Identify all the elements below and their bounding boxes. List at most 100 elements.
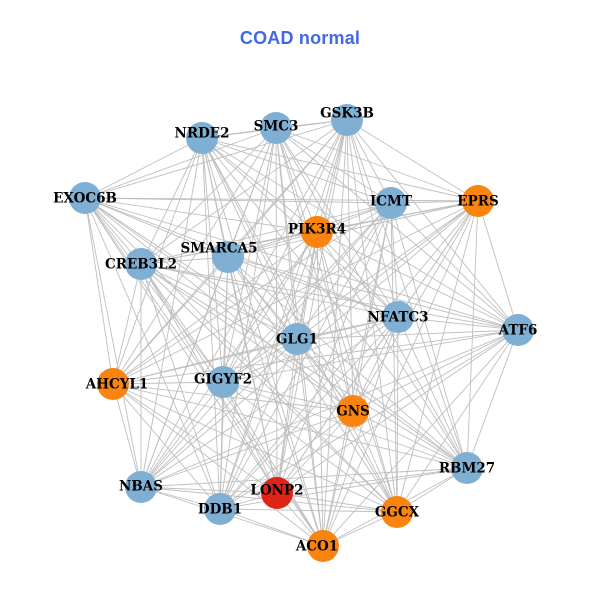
edge-ATF6-GGCX bbox=[396, 329, 519, 513]
edge-AHCYL1-NBAS bbox=[112, 383, 142, 488]
edge-DDB1-ACO1 bbox=[219, 508, 324, 547]
edge-CREB3L2-GNS bbox=[140, 263, 354, 412]
network-node-ATF6 bbox=[502, 314, 534, 346]
edge-ICMT-NBAS bbox=[140, 202, 392, 488]
network-node-NRDE2 bbox=[186, 122, 218, 154]
edge-ICMT-GNS bbox=[352, 202, 392, 412]
edge-ATF6-ACO1 bbox=[322, 329, 519, 547]
edge-SMC3-RBM27 bbox=[275, 127, 468, 469]
node-label-GNS: GNS bbox=[336, 404, 370, 420]
node-label-RBM27: RBM27 bbox=[439, 461, 495, 477]
edge-GNS-ACO1 bbox=[322, 410, 354, 547]
network-node-GLG1 bbox=[281, 323, 313, 355]
edge-ICMT-ACO1 bbox=[322, 202, 392, 547]
network-node-ICMT bbox=[375, 187, 407, 219]
edge-GLG1-AHCYL1 bbox=[112, 338, 298, 385]
edge-NRDE2-CREB3L2 bbox=[140, 137, 203, 265]
edge-LONP2-GGCX bbox=[276, 492, 398, 513]
edge-GIGYF2-AHCYL1 bbox=[112, 381, 224, 385]
edge-EPRS-GNS bbox=[352, 200, 479, 412]
edge-AHCYL1-GNS bbox=[112, 383, 354, 412]
network-node-AHCYL1 bbox=[97, 368, 129, 400]
edge-PIK3R4-ACO1 bbox=[316, 231, 324, 547]
node-label-SMC3: SMC3 bbox=[254, 119, 299, 135]
edge-AHCYL1-GGCX bbox=[112, 383, 398, 513]
edge-GLG1-LONP2 bbox=[276, 338, 298, 494]
labels-layer: SMC3 GSK3B NRDE2 EXOC6B ICMT EPRS PIK3R4 SMARCA… bbox=[53, 106, 537, 555]
network-node-EPRS bbox=[462, 185, 494, 217]
edge-NFATC3-ATF6 bbox=[397, 316, 519, 331]
edge-CREB3L2-AHCYL1 bbox=[112, 263, 142, 385]
edge-AHCYL1-LONP2 bbox=[112, 383, 278, 494]
node-label-GLG1: GLG1 bbox=[276, 332, 318, 348]
edge-GSK3B-CREB3L2 bbox=[140, 119, 348, 265]
node-label-AHCYL1: AHCYL1 bbox=[85, 377, 149, 393]
edge-SMC3-AHCYL1 bbox=[112, 127, 277, 385]
network-node-GSK3B bbox=[331, 104, 363, 136]
edge-EPRS-ACO1 bbox=[322, 200, 479, 547]
edge-GLG1-DDB1 bbox=[219, 338, 298, 510]
network-node-GIGYF2 bbox=[207, 366, 239, 398]
edge-SMC3-LONP2 bbox=[275, 127, 278, 494]
network-node-GGCX bbox=[381, 496, 413, 528]
edge-SMARCA5-NFATC3 bbox=[227, 256, 399, 318]
edge-CREB3L2-ACO1 bbox=[140, 263, 324, 547]
edge-CREB3L2-GIGYF2 bbox=[140, 263, 224, 383]
edge-EXOC6B-EPRS bbox=[84, 197, 479, 202]
edge-RBM27-DDB1 bbox=[219, 467, 468, 510]
edge-EXOC6B-SMARCA5 bbox=[84, 197, 229, 258]
edge-CREB3L2-NFATC3 bbox=[140, 263, 399, 318]
edge-ATF6-RBM27 bbox=[466, 329, 519, 469]
edge-GSK3B-EPRS bbox=[346, 119, 479, 202]
network-node-GNS bbox=[337, 395, 369, 427]
edge-SMC3-CREB3L2 bbox=[140, 127, 277, 265]
edge-SMARCA5-RBM27 bbox=[227, 256, 468, 469]
edge-EPRS-GLG1 bbox=[296, 200, 479, 340]
node-label-SMARCA5: SMARCA5 bbox=[181, 241, 258, 257]
node-label-LONP2: LONP2 bbox=[250, 483, 303, 499]
edge-NBAS-LONP2 bbox=[140, 486, 278, 494]
edge-NRDE2-GLG1 bbox=[201, 137, 298, 340]
edge-GSK3B-EXOC6B bbox=[84, 119, 348, 199]
network-node-SMC3 bbox=[260, 112, 292, 144]
edge-SMARCA5-GGCX bbox=[227, 256, 398, 513]
edge-RBM27-NBAS bbox=[140, 467, 468, 488]
edge-NRDE2-EXOC6B bbox=[84, 137, 203, 199]
edge-EXOC6B-PIK3R4 bbox=[84, 197, 318, 233]
edge-PIK3R4-AHCYL1 bbox=[112, 231, 318, 385]
edge-GLG1-RBM27 bbox=[296, 338, 468, 469]
edge-SMC3-GNS bbox=[275, 127, 354, 412]
edge-PIK3R4-GNS bbox=[316, 231, 354, 412]
edge-NRDE2-ATF6 bbox=[201, 137, 519, 331]
edge-EPRS-SMARCA5 bbox=[227, 200, 479, 258]
edge-GNS-GGCX bbox=[352, 410, 398, 513]
node-label-ICMT: ICMT bbox=[370, 194, 412, 210]
edge-EXOC6B-ATF6 bbox=[84, 197, 519, 331]
network-node-NBAS bbox=[125, 471, 157, 503]
edge-NFATC3-ACO1 bbox=[322, 316, 399, 547]
edge-ICMT-LONP2 bbox=[276, 202, 392, 494]
edges-layer bbox=[84, 119, 519, 547]
edge-PIK3R4-DDB1 bbox=[219, 231, 318, 510]
network-node-EXOC6B bbox=[69, 182, 101, 214]
nodes-layer bbox=[69, 104, 534, 562]
edge-SMARCA5-ATF6 bbox=[227, 256, 519, 331]
edge-ICMT-ATF6 bbox=[390, 202, 519, 331]
edge-EPRS-DDB1 bbox=[219, 200, 479, 510]
edge-SMC3-ICMT bbox=[275, 127, 392, 204]
edge-GSK3B-RBM27 bbox=[346, 119, 468, 469]
edge-SMC3-ATF6 bbox=[275, 127, 519, 331]
edge-PIK3R4-RBM27 bbox=[316, 231, 468, 469]
edge-AHCYL1-ACO1 bbox=[112, 383, 324, 547]
node-label-DDB1: DDB1 bbox=[198, 502, 242, 518]
edge-GIGYF2-GNS bbox=[222, 381, 354, 412]
edge-ICMT-RBM27 bbox=[390, 202, 468, 469]
edge-ICMT-GIGYF2 bbox=[222, 202, 392, 383]
edge-GSK3B-GGCX bbox=[346, 119, 398, 513]
edge-ATF6-AHCYL1 bbox=[112, 329, 519, 385]
edge-EXOC6B-AHCYL1 bbox=[84, 197, 114, 385]
edge-CREB3L2-RBM27 bbox=[140, 263, 468, 469]
edge-NRDE2-ICMT bbox=[201, 137, 392, 204]
node-label-PIK3R4: PIK3R4 bbox=[288, 222, 346, 238]
